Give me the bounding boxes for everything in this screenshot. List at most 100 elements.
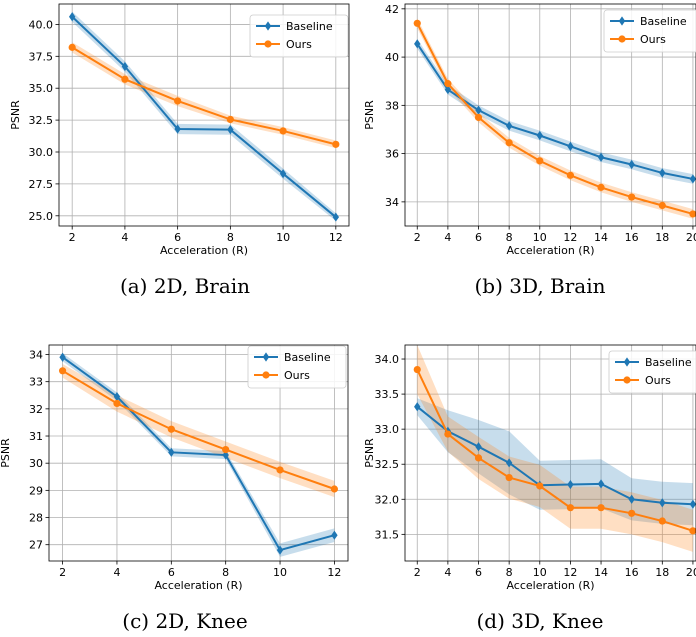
data-point: [567, 479, 574, 490]
y-tick-label: 27.5: [29, 178, 54, 191]
y-tick-label: 28: [29, 512, 43, 525]
data-point: [113, 399, 121, 408]
confidence-band-0: [417, 38, 693, 184]
chart-panel-1: 2 4 6 8 10 12 14 16 18 20 34 36 38 40 42 Acceleration (…: [363, 3, 696, 298]
data-point: [628, 509, 636, 517]
chart-panel-0: 2 4 6 8 10 12 25.0 27.5 30.0 32.5 35.0 37.5 40.0 Acce…: [9, 3, 350, 298]
data-point: [413, 19, 421, 27]
y-tick-label: 33.0: [375, 423, 400, 436]
confidence-band-0: [417, 398, 693, 526]
data-point: [226, 115, 234, 124]
series-line-1: [416, 369, 694, 532]
data-point: [505, 473, 513, 482]
x-tick-label: 2: [414, 566, 421, 579]
legend-label-1: Ours: [640, 33, 666, 46]
y-tick-label: 42: [385, 3, 399, 16]
x-tick-label: 6: [168, 566, 175, 579]
series-line-1: [416, 22, 694, 215]
x-axis-label: Acceleration (R): [506, 579, 594, 592]
y-tick-label: 25.0: [29, 210, 54, 223]
series-line-1: [71, 46, 337, 146]
data-point: [689, 499, 696, 509]
data-point: [276, 466, 284, 474]
data-point: [279, 169, 287, 179]
data-point: [536, 130, 543, 141]
y-tick-label: 37.5: [29, 50, 54, 63]
x-tick-label: 8: [506, 566, 513, 579]
y-tick-label: 27: [29, 539, 43, 552]
data-point: [689, 527, 696, 535]
y-tick-label: 38: [385, 99, 399, 112]
y-tick-label: 31: [29, 430, 43, 443]
x-tick-label: 20: [686, 566, 696, 579]
x-tick-label: 12: [563, 566, 577, 579]
series-line-0: [62, 356, 335, 552]
series-line-0: [71, 16, 337, 218]
data-point: [689, 210, 696, 218]
x-axis-label: Acceleration (R): [160, 244, 248, 257]
data-area: [58, 352, 339, 557]
data-point: [475, 105, 482, 115]
panel-caption: (d) 3D, Knee: [476, 609, 603, 633]
legend-label-1: Ours: [284, 369, 310, 382]
y-tick-label: 34: [385, 196, 399, 209]
data-point: [505, 121, 513, 131]
data-point: [167, 425, 175, 433]
x-tick-label: 4: [113, 566, 120, 579]
data-point: [505, 458, 513, 468]
y-tick-label: 32.0: [375, 493, 400, 506]
data-point: [597, 479, 605, 489]
y-axis-label: PSNR: [363, 100, 376, 130]
y-tick-label: 33.5: [375, 388, 400, 401]
x-tick-label: 2: [59, 566, 66, 579]
data-point: [597, 183, 605, 191]
data-point: [628, 159, 635, 170]
x-tick-label: 6: [475, 231, 482, 244]
legend-marker-0: [618, 16, 626, 26]
x-tick-label: 18: [655, 566, 669, 579]
x-axis-label: Acceleration (R): [506, 244, 594, 257]
data-point: [222, 450, 229, 460]
x-tick-label: 2: [69, 231, 76, 244]
data-point: [474, 454, 483, 462]
series-line-0: [416, 405, 693, 506]
data-point: [276, 545, 284, 555]
data-area: [413, 18, 696, 219]
panel-caption: (b) 3D, Brain: [475, 274, 606, 298]
data-point: [279, 127, 287, 135]
series-line-0: [416, 43, 694, 180]
x-tick-label: 10: [533, 231, 547, 244]
y-tick-label: 32.5: [29, 114, 54, 127]
x-tick-label: 10: [276, 231, 290, 244]
data-point: [168, 447, 175, 457]
y-tick-label: 30.0: [29, 146, 54, 159]
data-point: [658, 517, 666, 525]
data-point: [566, 171, 575, 179]
data-point: [332, 140, 340, 148]
x-tick-label: 4: [444, 231, 451, 244]
data-point: [414, 402, 421, 412]
x-tick-label: 16: [625, 566, 639, 579]
data-point: [121, 75, 129, 83]
y-axis-label: PSNR: [363, 438, 376, 468]
data-point: [58, 367, 67, 375]
x-tick-label: 2: [414, 231, 421, 244]
data-point: [113, 392, 121, 402]
data-point: [121, 61, 129, 72]
data-point: [597, 152, 605, 162]
data-point: [567, 141, 574, 151]
x-tick-label: 8: [506, 231, 513, 244]
x-tick-label: 16: [625, 231, 639, 244]
legend-marker-1: [264, 40, 272, 48]
plot-frame: [404, 344, 696, 562]
legend-label-1: Ours: [645, 374, 671, 387]
data-point: [444, 80, 452, 88]
legend-label-0: Baseline: [645, 356, 692, 369]
confidence-band-0: [62, 353, 335, 557]
x-tick-label: 4: [444, 566, 451, 579]
y-tick-label: 32: [29, 403, 43, 416]
data-area: [68, 11, 340, 222]
confidence-band-1: [417, 345, 693, 552]
plot-frame: [48, 344, 349, 562]
